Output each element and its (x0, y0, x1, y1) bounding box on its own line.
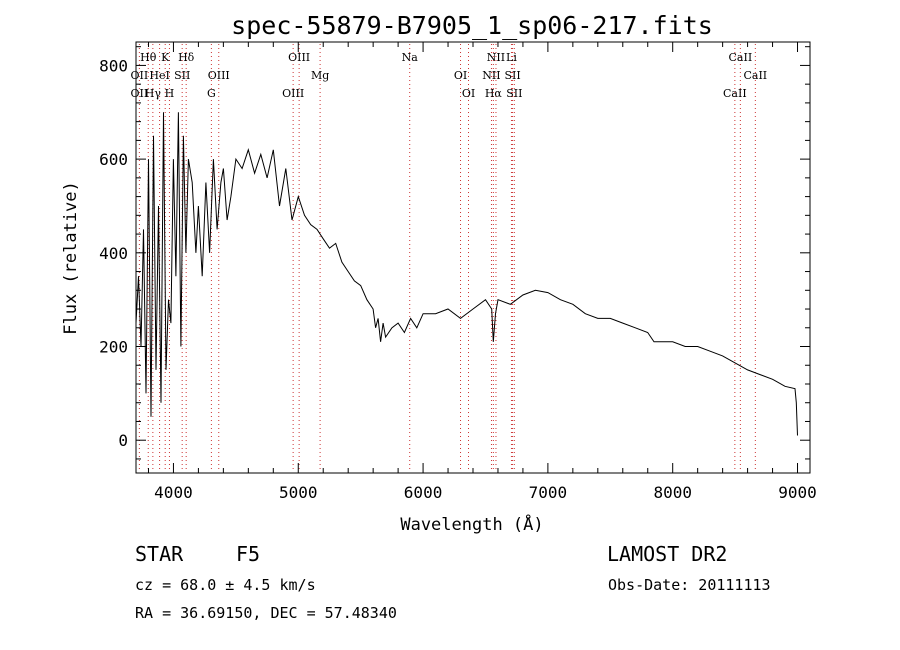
y-tick-label: 200 (99, 338, 128, 357)
y-axis: 0 200 400 600 800 (99, 46, 810, 460)
observation-date: Obs-Date: 20111113 (608, 576, 771, 594)
spectral-line-label: Li (506, 51, 517, 64)
spectral-line-label: OII (131, 69, 149, 82)
spectral-line-label: SII (506, 87, 522, 100)
spectral-line-label: Mg (311, 69, 329, 82)
spectral-line-label: H (165, 87, 175, 100)
spectral-line-label: K (161, 51, 170, 64)
spectral-line-label: Hδ (178, 51, 195, 64)
spectral-line-label: Hθ (140, 51, 157, 64)
spectral-line-label: OIII (288, 51, 310, 64)
x-tick-label: 5000 (279, 483, 318, 502)
spectral-line-label: Hα (485, 87, 503, 100)
y-tick-label: 400 (99, 244, 128, 263)
x-tick-label: 6000 (404, 483, 443, 502)
spectral-line-markers (138, 44, 756, 471)
spectral-line-label: CaII (743, 69, 767, 82)
x-axis-label: Wavelength (Å) (400, 513, 543, 535)
object-class: STAR (135, 542, 184, 566)
redshift-velocity: cz = 68.0 ± 4.5 km/s (135, 576, 316, 594)
spectral-line-label: CaII (729, 51, 753, 64)
spectral-line-label: Hγ (145, 87, 162, 100)
spectral-line-label: HeI (149, 69, 169, 82)
spectral-line-label: OII (131, 87, 149, 100)
x-tick-label: 4000 (154, 483, 193, 502)
sky-coordinates: RA = 36.69150, DEC = 57.48340 (135, 604, 397, 622)
spectral-line-label: SII (504, 69, 520, 82)
survey-name: LAMOST DR2 (607, 542, 728, 566)
spectrum-line (135, 112, 798, 436)
x-tick-label: 8000 (653, 483, 692, 502)
x-axis: 4000 5000 6000 7000 8000 9000 (147, 42, 817, 502)
x-tick-label: 9000 (778, 483, 817, 502)
spectral-line-label: OIII (208, 69, 230, 82)
spectral-line-label: NII (482, 69, 500, 82)
y-tick-label: 600 (99, 150, 128, 169)
spectral-line-label: G (207, 87, 216, 100)
chart-title: spec-55879-B7905_1_sp06-217.fits (231, 11, 713, 40)
plot-frame (135, 41, 811, 474)
spectral-line-label: SII (174, 69, 190, 82)
spectral-line-label: NII (487, 51, 505, 64)
spectrum-series (135, 112, 798, 436)
spectral-line-label: CaII (723, 87, 747, 100)
spectral-line-label: OI (454, 69, 467, 82)
object-subclass: F5 (236, 542, 261, 566)
spectral-line-label: OI (462, 87, 475, 100)
y-axis-label: Flux (relative) (61, 181, 81, 335)
y-tick-label: 0 (118, 431, 128, 450)
y-tick-label: 800 (99, 56, 128, 75)
spectral-line-label: Na (402, 51, 419, 64)
spectral-line-label: OIII (282, 87, 304, 100)
x-tick-label: 7000 (529, 483, 568, 502)
